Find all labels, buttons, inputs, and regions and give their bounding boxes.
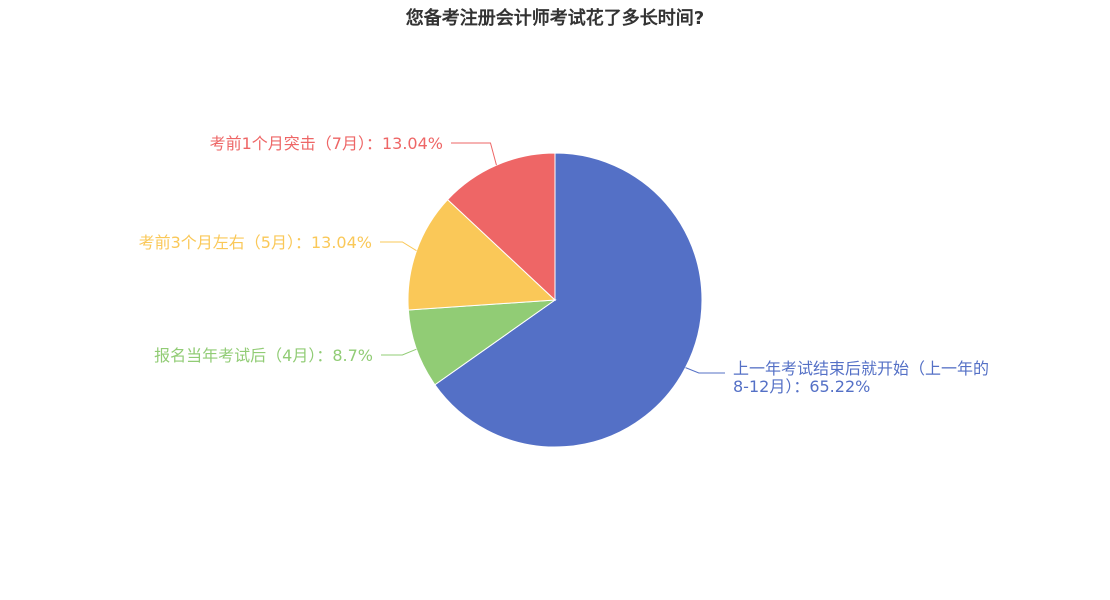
leader-line-3	[451, 142, 497, 166]
slice-label-line: 上一年考试结束后就开始（上一年的	[733, 359, 989, 378]
leader-line-0	[685, 367, 725, 374]
slice-label-line: 考前1个月突击（7月）：13.04%	[210, 134, 443, 153]
slices	[407, 152, 703, 448]
leader-line-1	[381, 348, 417, 356]
slice-label-1: 报名当年考试后（4月）：8.7%	[154, 346, 373, 365]
slice-labels: 上一年考试结束后就开始（上一年的 8-12月）：65.22% 报名当年考试后（4月）…	[139, 134, 989, 396]
leader-line-2	[380, 241, 417, 252]
slice-label-3: 考前1个月突击（7月）：13.04%	[210, 134, 443, 153]
slice-label-2: 考前3个月左右（5月）：13.04%	[139, 233, 372, 252]
slice-label-line: 报名当年考试后（4月）：8.7%	[154, 346, 373, 365]
slice-label-line: 8-12月）：65.22%	[733, 377, 870, 396]
slice-label-0: 上一年考试结束后就开始（上一年的 8-12月）：65.22%	[733, 359, 989, 396]
slice-label-line: 考前3个月左右（5月）：13.04%	[139, 233, 372, 252]
chart-title: 您备考注册会计师考试花了多长时间?	[405, 8, 705, 29]
